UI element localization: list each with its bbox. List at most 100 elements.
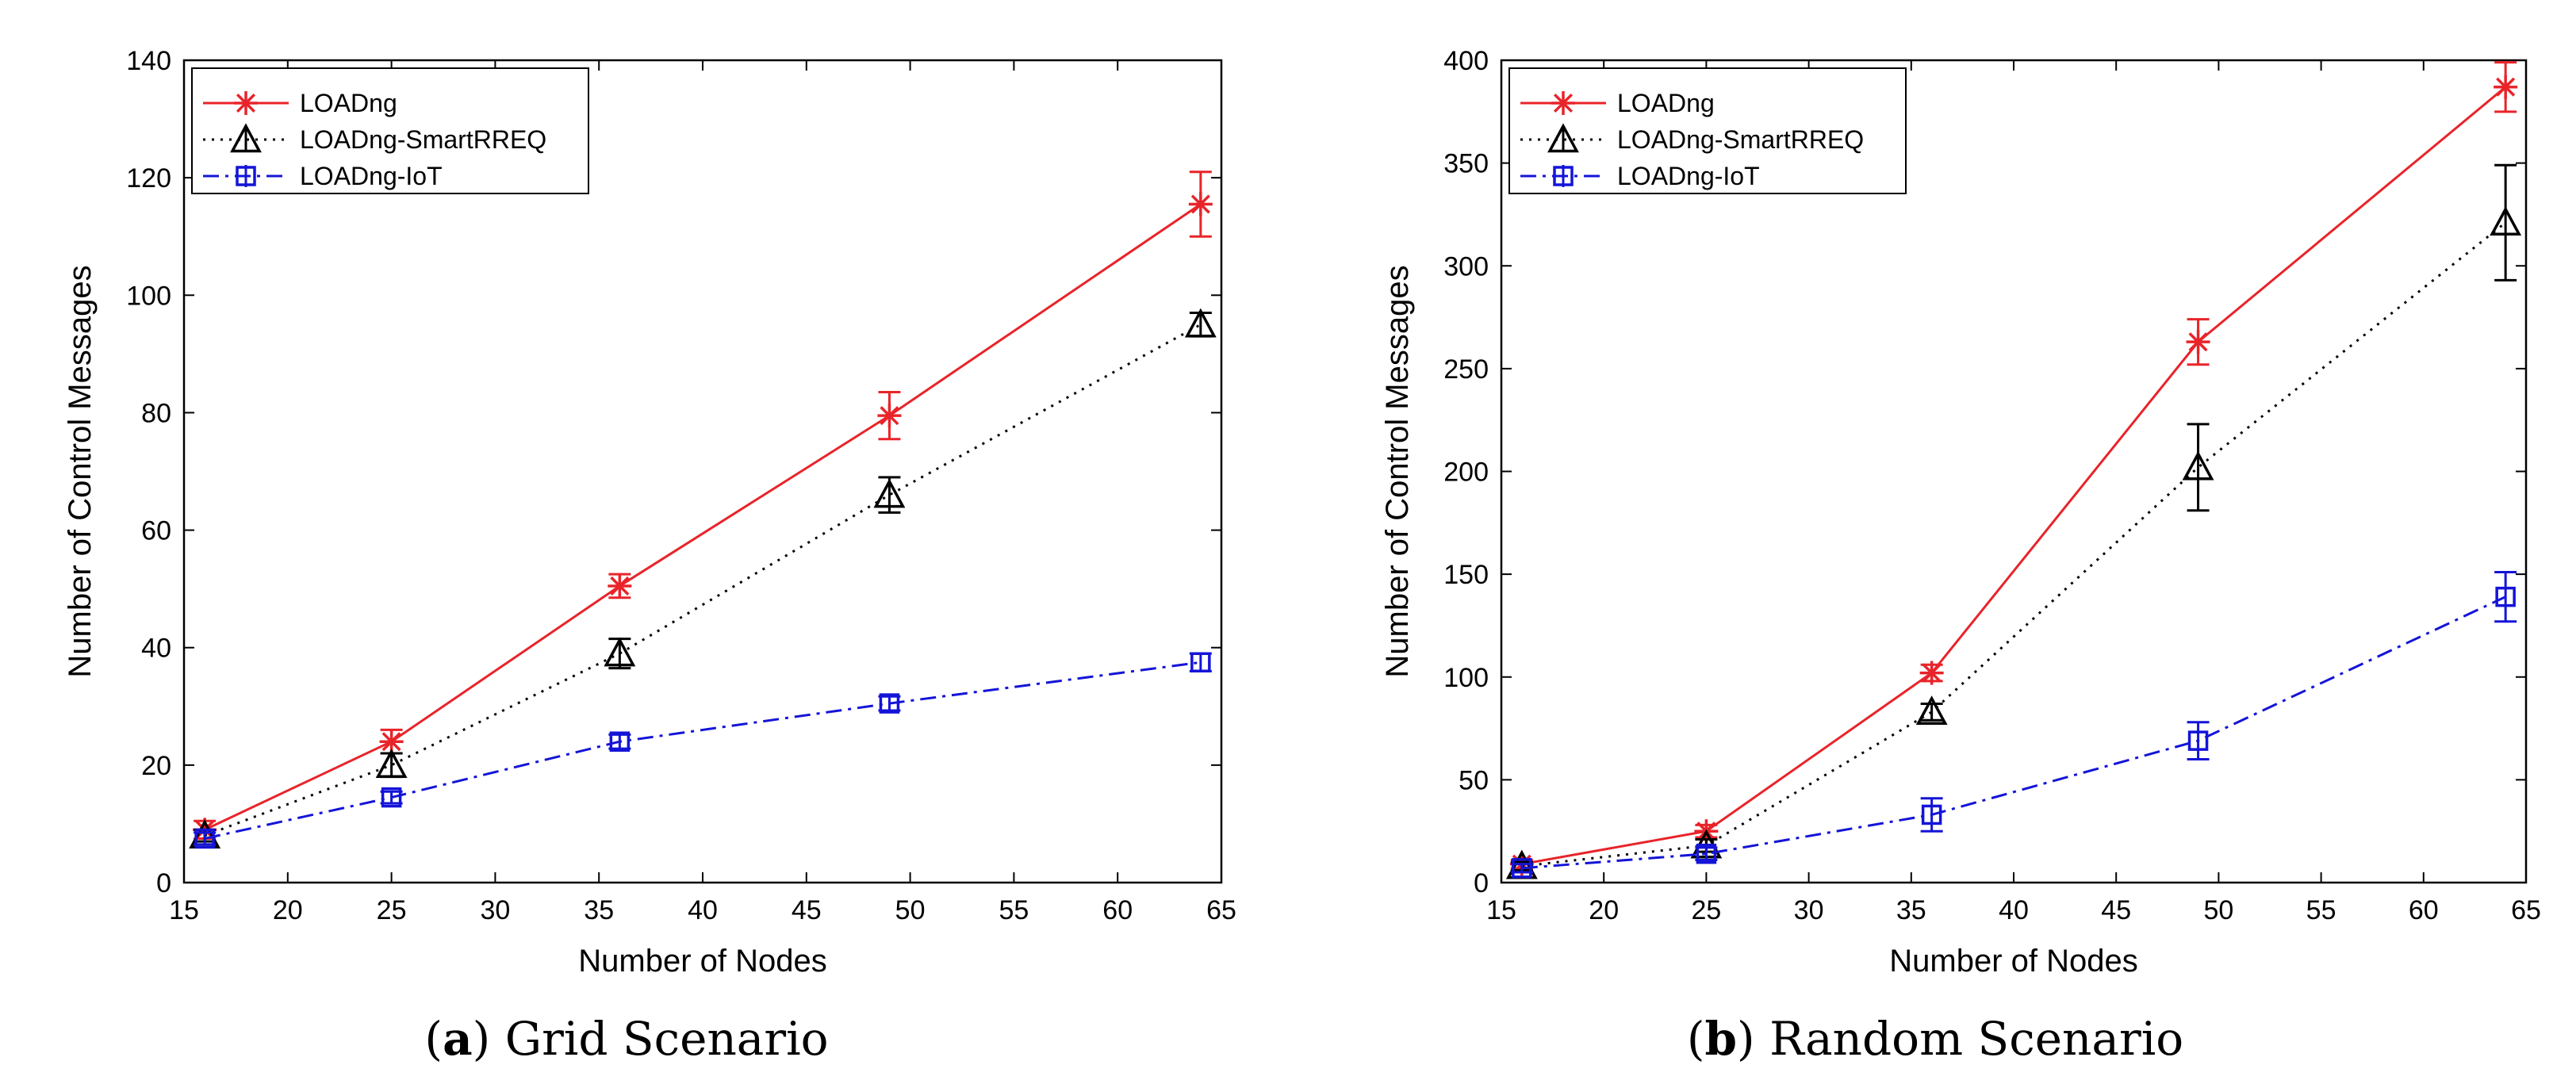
panel-letter: a — [443, 1012, 473, 1066]
data-point — [1696, 843, 1717, 864]
y-tick-label: 100 — [126, 281, 171, 311]
y-tick-label: 150 — [1443, 560, 1489, 590]
legend-label: LOADng-SmartRREQ — [1617, 125, 1864, 154]
x-tick-label: 65 — [2511, 895, 2541, 925]
y-axis-title: Number of Control Messages — [1380, 265, 1415, 677]
x-tick-label: 30 — [480, 895, 510, 925]
x-axis-title: Number of Nodes — [578, 944, 826, 979]
x-tick-label: 40 — [688, 895, 718, 925]
y-tick-label: 0 — [1474, 868, 1489, 898]
panel-caption-text: Random Scenario — [1769, 1012, 2183, 1066]
data-point — [608, 573, 632, 598]
legend-label: LOADng — [300, 89, 397, 117]
x-tick-label: 35 — [584, 895, 614, 925]
legend: LOADng LOADng-SmartRREQ LOADng-IoT — [1508, 67, 1907, 194]
data-point — [2186, 330, 2210, 354]
y-tick-label: 140 — [126, 46, 171, 76]
x-tick-label: 35 — [1896, 895, 1926, 925]
y-tick-label: 100 — [1443, 663, 1489, 693]
y-tick-label: 400 — [1443, 46, 1489, 76]
data-point — [2494, 75, 2518, 99]
data-point — [1190, 652, 1211, 672]
legend-marker — [234, 91, 258, 115]
x-tick-label: 55 — [2306, 895, 2336, 925]
x-tick-label: 45 — [792, 895, 822, 925]
x-axis-title: Number of Nodes — [1889, 944, 2137, 979]
y-tick-label: 300 — [1443, 251, 1489, 282]
y-tick-label: 120 — [126, 163, 171, 193]
data-point — [2182, 450, 2214, 481]
y-tick-label: 20 — [141, 751, 171, 781]
data-point — [1915, 695, 1948, 726]
x-tick-label: 25 — [377, 895, 407, 925]
legend-box — [191, 67, 589, 194]
x-tick-label: 45 — [2101, 895, 2131, 925]
series-loadng-smartrreq — [1505, 163, 2522, 879]
y-axis-title: Number of Control Messages — [63, 265, 98, 677]
legend-marker — [1553, 166, 1574, 186]
series-line — [204, 324, 1202, 837]
x-tick-label: 50 — [895, 895, 926, 925]
x-tick-label: 40 — [1999, 895, 2029, 925]
series-loadng-iot — [1510, 571, 2517, 879]
x-tick-label: 20 — [273, 895, 303, 925]
chart-panel-random: 15 20 25 30 35 40 45 50 55 60 65 0 50 100 150 200 250 300… — [1380, 46, 2541, 1066]
data-point — [2187, 730, 2209, 751]
series-line — [204, 661, 1202, 840]
legend-marker — [1551, 91, 1575, 115]
data-point — [194, 828, 215, 849]
data-point — [879, 693, 900, 714]
legend-label: LOADng-SmartRREQ — [300, 125, 546, 154]
panel-caption: (b) Random Scenario — [1687, 1012, 2183, 1066]
y-tick-label: 80 — [141, 398, 171, 428]
y-tick-label: 0 — [156, 868, 171, 898]
legend-marker — [230, 123, 262, 153]
chart-panel-grid: 15 20 25 30 35 40 45 50 55 60 65 0 20 40 60 80 100 120 140… — [63, 46, 1236, 1066]
series-loadng-iot — [194, 652, 1212, 849]
legend: LOADng LOADng-SmartRREQ LOADng-IoT — [191, 67, 589, 194]
legend-box — [1508, 67, 1907, 194]
x-tick-label: 25 — [1691, 895, 1721, 925]
panel-letter: b — [1704, 1012, 1737, 1066]
legend-label: LOADng-IoT — [1617, 162, 1760, 190]
data-point — [1919, 661, 1944, 685]
x-tick-label: 65 — [1206, 895, 1236, 925]
data-point — [1188, 192, 1213, 216]
data-point — [2490, 206, 2522, 236]
x-tick-label: 20 — [1589, 895, 1619, 925]
data-point — [2495, 586, 2516, 607]
series-line — [1521, 86, 2507, 866]
y-tick-label: 60 — [141, 516, 171, 546]
data-point — [1512, 858, 1532, 879]
data-point — [1184, 308, 1217, 338]
x-tick-label: 50 — [2203, 895, 2233, 925]
data-point — [381, 787, 402, 808]
y-tick-label: 50 — [1459, 765, 1489, 795]
x-tick-label: 30 — [1794, 895, 1824, 925]
legend-marker — [236, 166, 256, 186]
series-line — [204, 203, 1202, 831]
data-point — [873, 478, 906, 508]
series-loadng — [193, 170, 1213, 842]
series-line — [1521, 221, 2507, 868]
legend-marker — [1547, 123, 1579, 153]
x-tick-label: 60 — [2409, 895, 2439, 925]
panel-caption-text: Grid Scenario — [505, 1012, 829, 1066]
x-tick-label: 60 — [1102, 895, 1133, 925]
legend-label: LOADng — [1617, 89, 1715, 117]
data-point — [877, 404, 902, 428]
legend-label: LOADng-IoT — [300, 162, 443, 190]
data-point — [375, 749, 408, 779]
y-tick-label: 40 — [141, 634, 171, 664]
y-tick-label: 350 — [1443, 149, 1489, 179]
x-tick-label: 55 — [999, 895, 1029, 925]
data-point — [604, 637, 636, 667]
y-tick-label: 200 — [1443, 458, 1489, 488]
y-tick-label: 250 — [1443, 354, 1489, 385]
panel-caption: (a) Grid Scenario — [424, 1012, 828, 1066]
data-point — [609, 731, 631, 752]
data-point — [1921, 804, 1942, 825]
x-tick-label: 15 — [1486, 895, 1516, 925]
series-loadng-smartrreq — [189, 308, 1217, 848]
